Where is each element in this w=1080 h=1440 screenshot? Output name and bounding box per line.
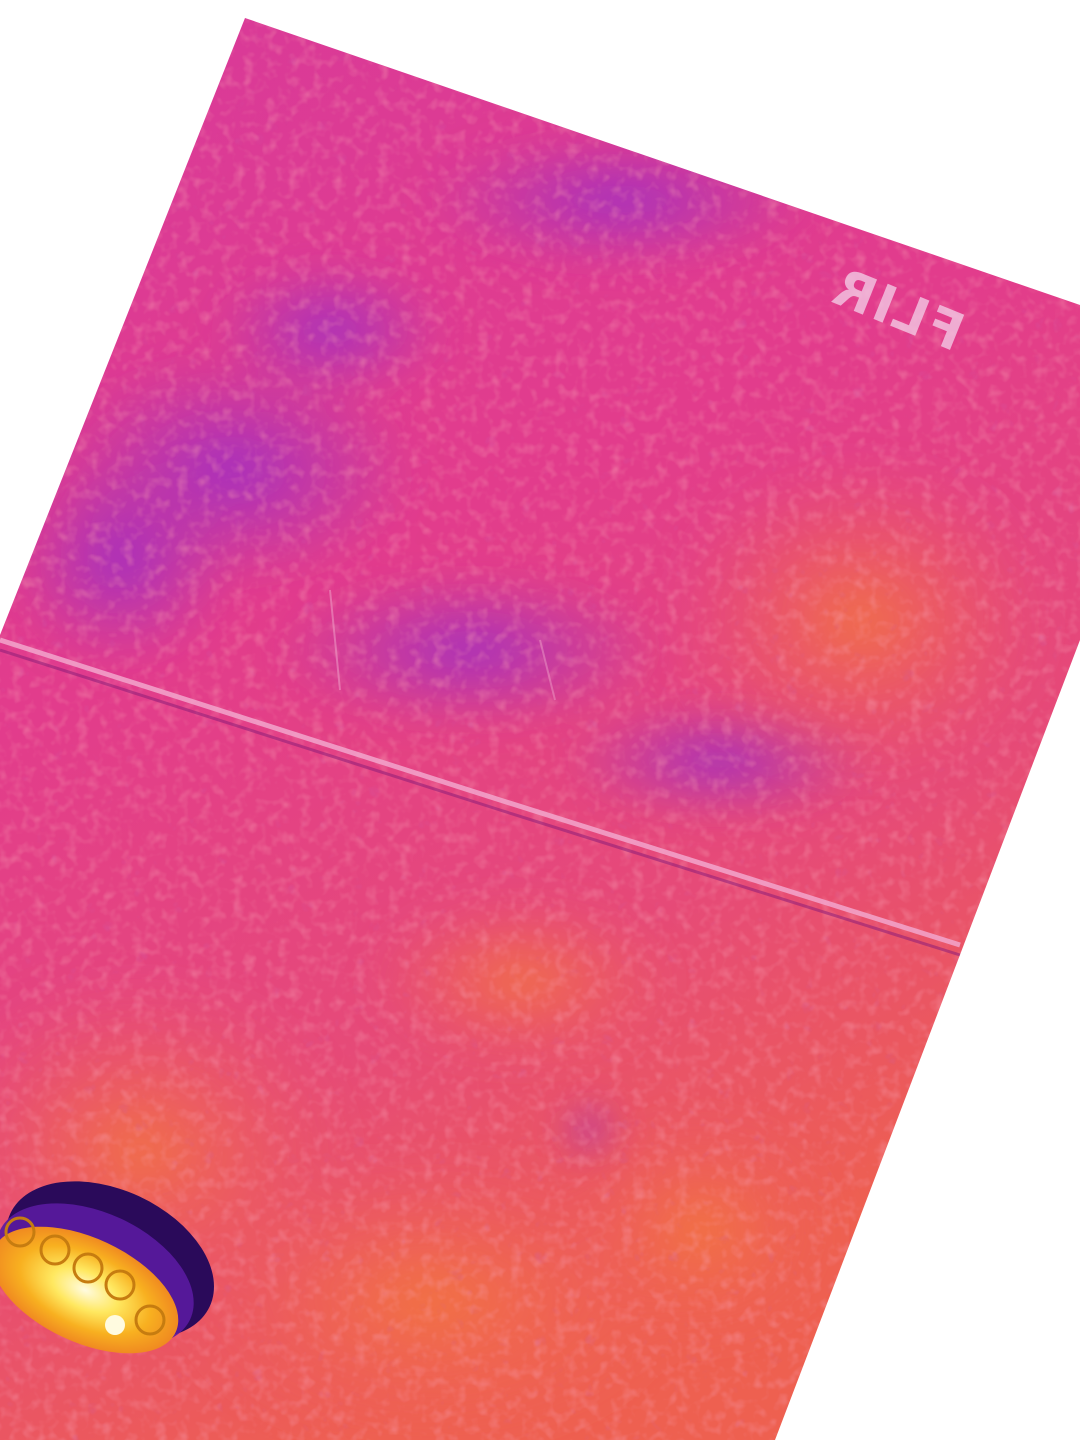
wall-seam [0,589,961,957]
hot-fixture [0,1181,214,1354]
